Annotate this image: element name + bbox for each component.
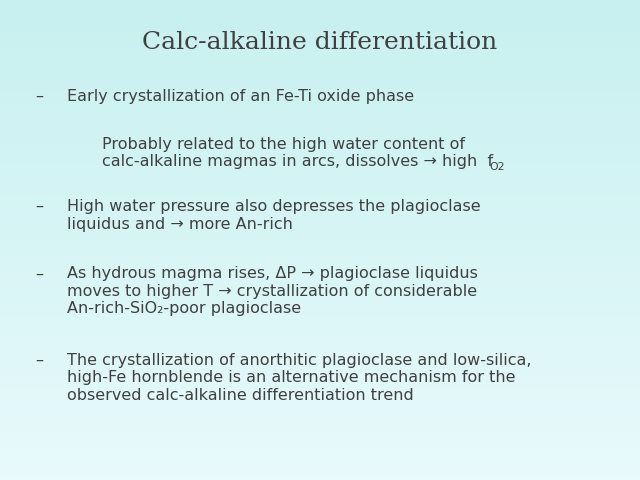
Text: O2: O2	[490, 162, 505, 172]
Text: High water pressure also depresses the plagioclase
liquidus and → more An-rich: High water pressure also depresses the p…	[67, 199, 481, 232]
Text: –: –	[35, 199, 44, 214]
Text: The crystallization of anorthitic plagioclase and low-silica,
high-Fe hornblende: The crystallization of anorthitic plagio…	[67, 353, 532, 403]
Text: –: –	[35, 89, 44, 104]
Text: As hydrous magma rises, ΔP → plagioclase liquidus
moves to higher T → crystalliz: As hydrous magma rises, ΔP → plagioclase…	[67, 266, 478, 316]
Text: –: –	[35, 266, 44, 281]
Text: Probably related to the high water content of
calc-alkaline magmas in arcs, diss: Probably related to the high water conte…	[102, 137, 493, 169]
Text: Early crystallization of an Fe-Ti oxide phase: Early crystallization of an Fe-Ti oxide …	[67, 89, 414, 104]
Text: Calc-alkaline differentiation: Calc-alkaline differentiation	[142, 31, 498, 54]
Text: –: –	[35, 353, 44, 368]
